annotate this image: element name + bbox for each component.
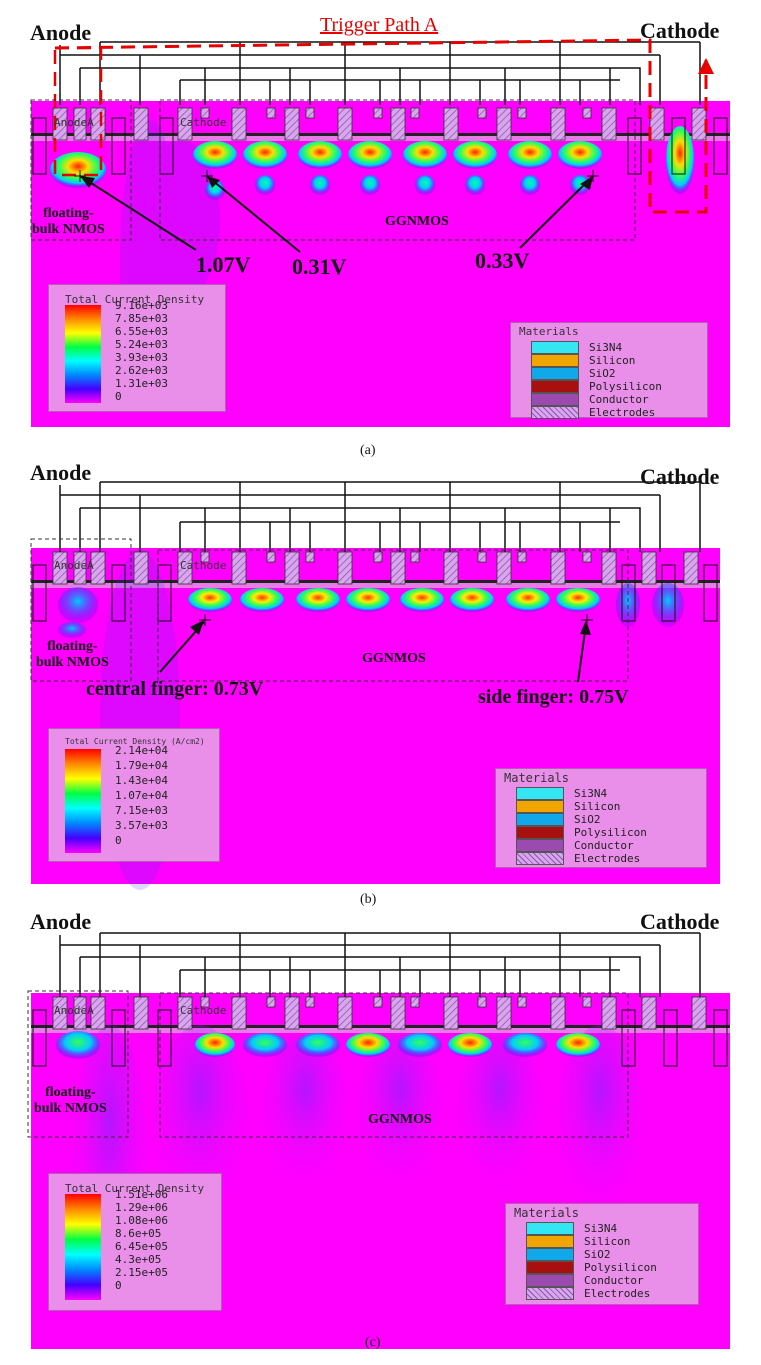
anode-label: Anode: [30, 20, 92, 45]
caption-c: (c): [365, 1335, 381, 1350]
trigger-path-label: Trigger Path A: [320, 14, 439, 36]
legend-colorbar: [65, 305, 101, 403]
legend-ticks: 9.16e+03 7.85e+03 6.55e+03 5.24e+03 3.93…: [115, 299, 168, 403]
floating-bulk-label: floating- bulk NMOS: [32, 206, 105, 237]
ggnmos-label: GGNMOS: [362, 651, 426, 666]
cathode-label: Cathode: [640, 909, 720, 934]
floating-bulk-label: floating- bulk NMOS: [36, 639, 109, 670]
caption-a: (a): [360, 443, 376, 458]
materials-legend: Materials Si3N4 Silicon SiO2 Polysilicon…: [510, 322, 708, 419]
legend-colorbar: [65, 749, 101, 853]
cathode-small-label: Cathode: [180, 116, 227, 129]
materials-title: Materials: [504, 771, 570, 785]
materials-title: Materials: [519, 325, 579, 338]
anode-label: Anode: [30, 909, 92, 934]
legend-title: Total Current Density: [65, 1182, 205, 1195]
anode-label: Anode: [30, 460, 92, 485]
caption-b: (b): [360, 892, 377, 907]
anode-small-label: AnodeA: [54, 559, 94, 572]
panel-a: Anode Cathode Trigger Path A: [0, 0, 761, 465]
ggnmos-label: GGNMOS: [385, 214, 449, 229]
legend-ticks: 2.14e+04 1.79e+04 1.43e+04 1.07e+04 7.15…: [115, 744, 168, 847]
anode-small-label: AnodeA: [54, 1004, 94, 1017]
current-density-legend: Total Current Density 9.16e+03 7.85e+03 …: [48, 284, 226, 412]
legend-title: Total Current Density (A/cm2): [65, 737, 205, 746]
materials-legend: Materials Si3N4 Silicon SiO2 Polysilicon…: [495, 768, 707, 868]
materials-legend: Materials Si3N4 Silicon SiO2 Polysilicon…: [505, 1203, 699, 1305]
cathode-label: Cathode: [640, 464, 720, 489]
current-density-legend: Total Current Density (A/cm2) 2.14e+04 1…: [48, 728, 220, 862]
voltage-annotation: 0.31V: [292, 254, 347, 279]
voltage-annotation: side finger: 0.75V: [478, 686, 629, 708]
ggnmos-label: GGNMOS: [368, 1112, 432, 1127]
floating-bulk-label: floating- bulk NMOS: [34, 1085, 107, 1116]
wiring-a: [30, 38, 730, 400]
legend-title: Total Current Density: [65, 293, 205, 306]
cathode-small-label: Cathode: [180, 1004, 227, 1017]
materials-title: Materials: [514, 1206, 580, 1220]
legend-ticks: 1.51e+06 1.29e+06 1.08e+06 8.6e+05 6.45e…: [115, 1188, 168, 1292]
cathode-label: Cathode: [640, 18, 720, 43]
anode-small-label: AnodeA: [54, 116, 94, 129]
voltage-annotation: 1.07V: [196, 252, 251, 277]
panel-b: Anode Cathode: [0, 460, 761, 915]
voltage-annotation: central finger: 0.73V: [86, 678, 264, 700]
legend-colorbar: [65, 1194, 101, 1300]
cathode-small-label: Cathode: [180, 559, 227, 572]
panel-c: Anode Cathode: [0, 905, 761, 1365]
voltage-annotation: 0.33V: [475, 248, 530, 273]
current-density-legend: Total Current Density 1.51e+06 1.29e+06 …: [48, 1173, 222, 1311]
